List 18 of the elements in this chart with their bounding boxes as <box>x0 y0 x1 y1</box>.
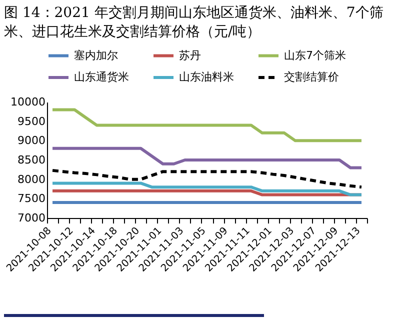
y-tick-label: 10000 <box>10 96 46 108</box>
legend-label: 塞内加尔 <box>74 48 118 62</box>
y-tick-label: 7500 <box>18 192 46 206</box>
legend-label: 山东油料米 <box>179 70 234 84</box>
y-tick-label: 9500 <box>18 114 46 128</box>
line-series <box>51 182 363 196</box>
y-tick-label: 8000 <box>18 172 46 186</box>
legend-label: 苏丹 <box>179 48 201 62</box>
y-tick-label: 9000 <box>18 134 46 148</box>
y-tick-label: 7000 <box>18 212 46 224</box>
y-tick-label: 8500 <box>18 154 46 166</box>
line-series <box>51 146 363 170</box>
legend-label: 山东7个筛米 <box>284 48 346 62</box>
legend-label: 交割结算价 <box>284 70 339 84</box>
line-series <box>51 108 363 142</box>
legend-label: 山东通货米 <box>74 70 129 84</box>
chart-title: 图 14：2021 年交割月期间山东地区通货米、油料米、7个筛米、进口花生米及交割结算价格（元/吨） <box>3 4 384 42</box>
line-series <box>51 168 363 189</box>
